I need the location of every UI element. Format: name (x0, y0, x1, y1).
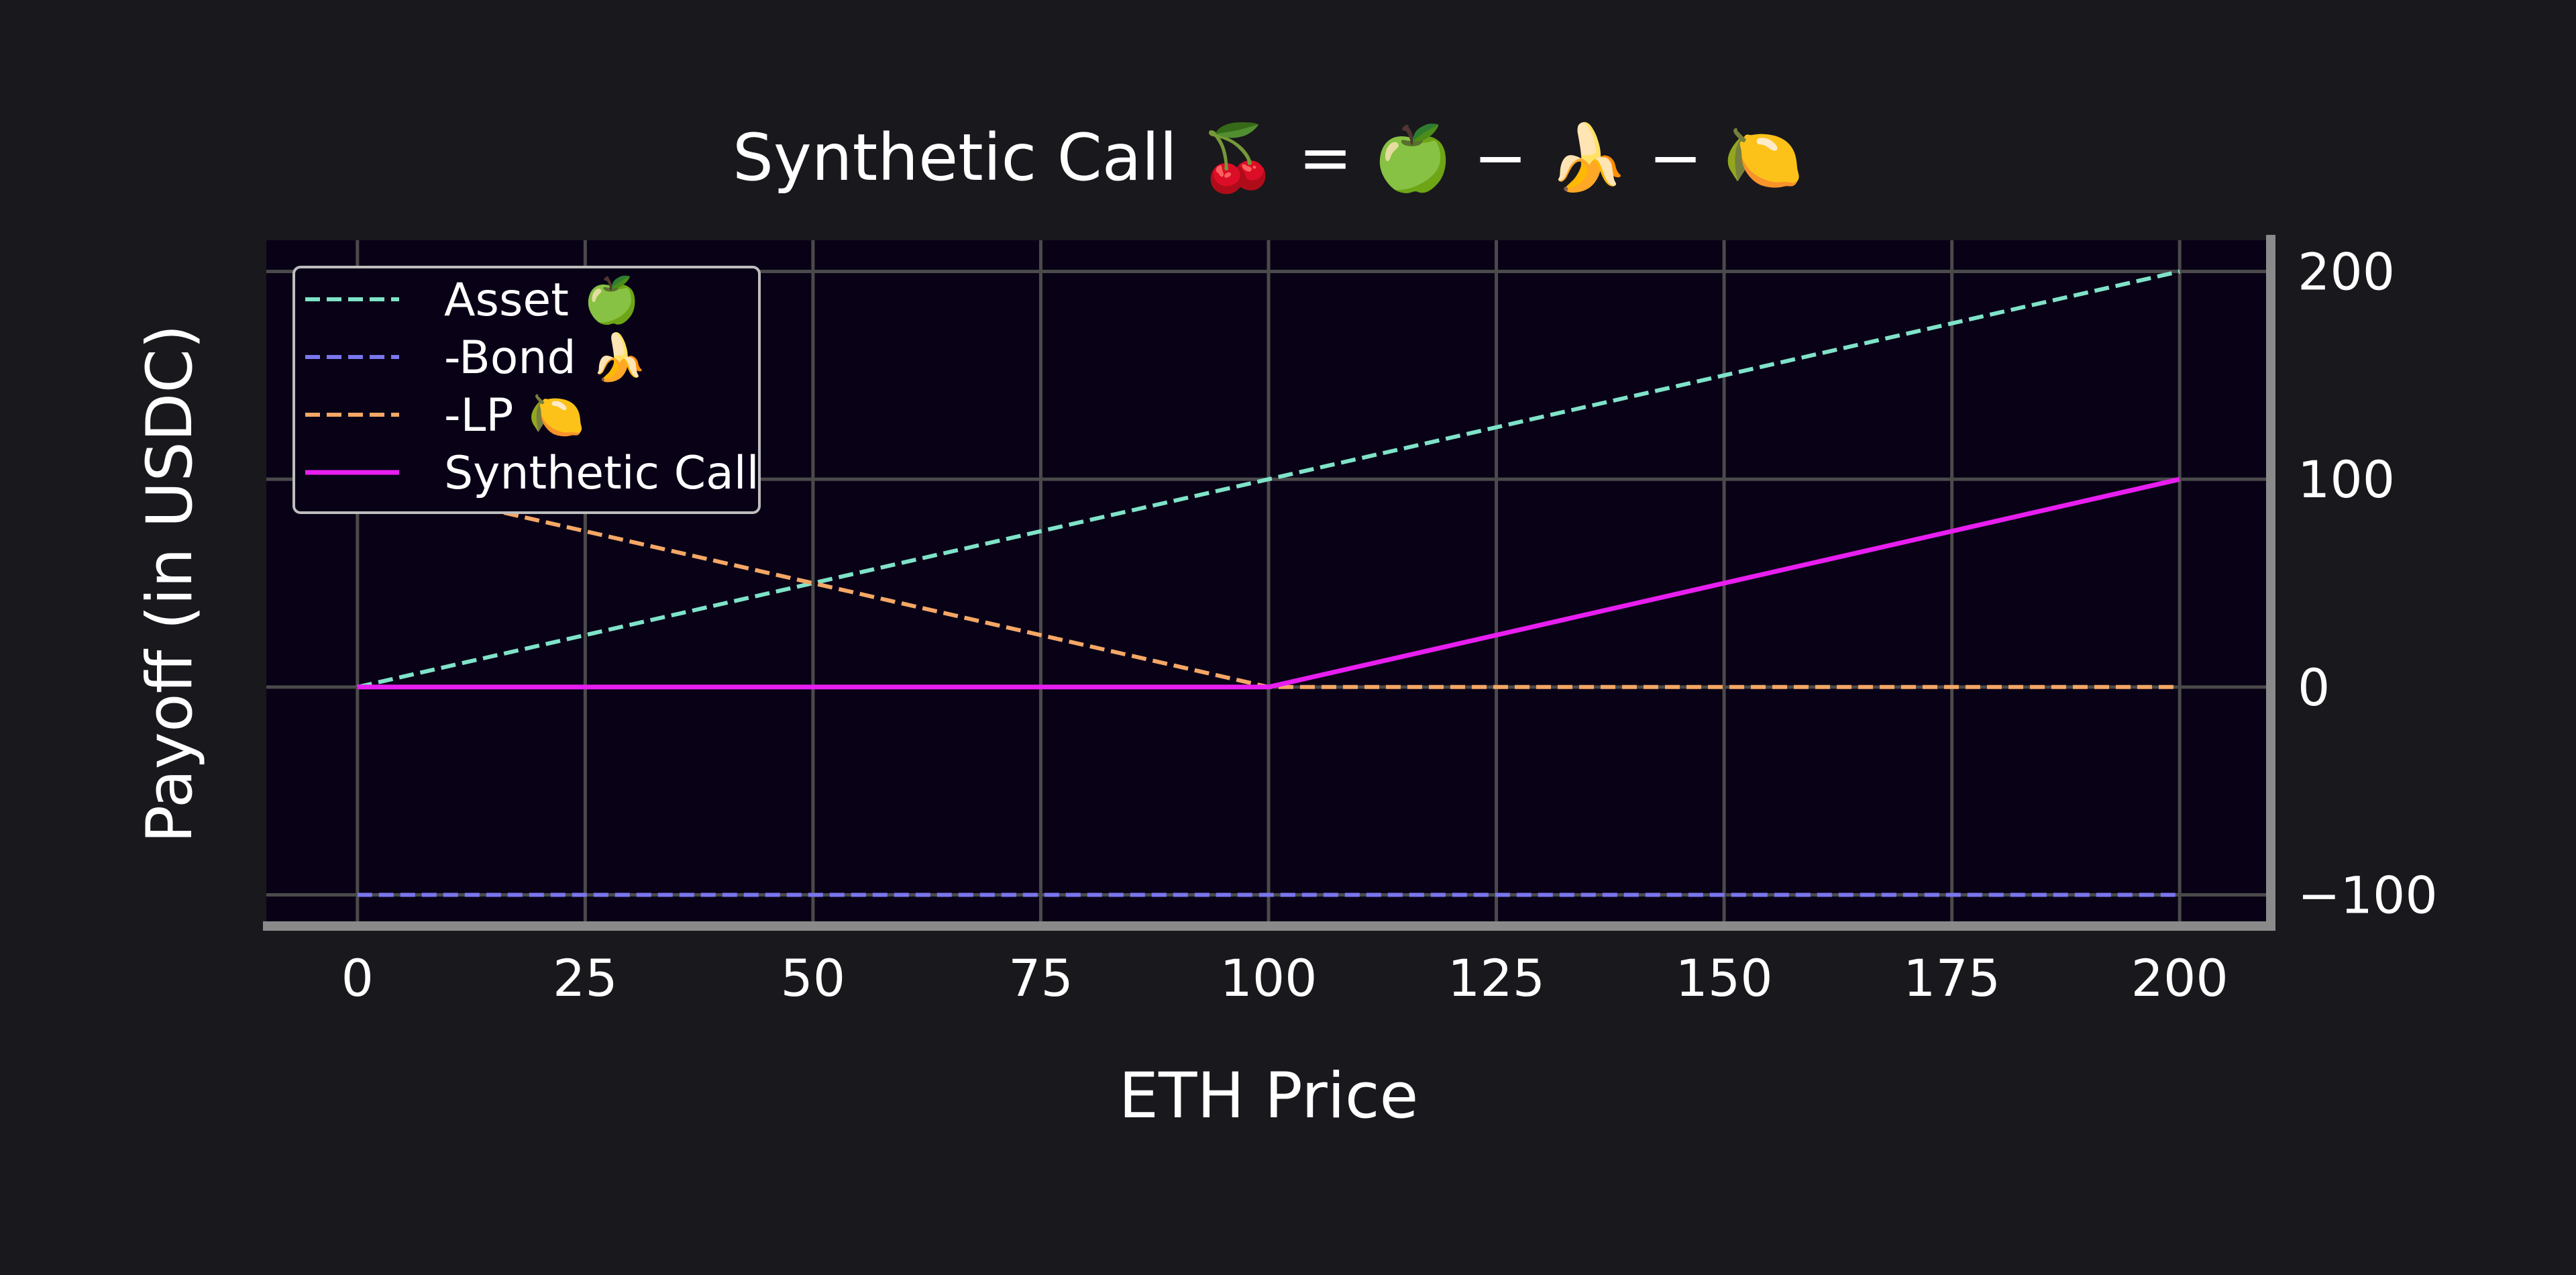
legend-label: Synthetic Call (444, 447, 759, 500)
y-tick-label: −100 (2298, 866, 2438, 925)
y-tick-label: 100 (2298, 450, 2395, 509)
series-group (357, 269, 2180, 897)
x-tick-label: 0 (341, 948, 374, 1008)
x-tick-label: 75 (1008, 948, 1073, 1008)
legend-label: -Bond 🍌 (444, 332, 647, 385)
legend-box (292, 266, 761, 514)
y-axis-label: Payoff (in USDC) (133, 324, 207, 843)
legend-label: Asset 🍏 (444, 274, 640, 327)
y-tick-label: 200 (2298, 242, 2395, 301)
y-tick-labels: −100 0 100 200 (2298, 242, 2438, 925)
chart-title: Synthetic Call 🍒 = 🍏 − 🍌 − 🍋 (733, 120, 1803, 196)
series-line-4 (357, 476, 2180, 690)
x-axis-label: ETH Price (1119, 1060, 1419, 1133)
x-tick-label: 125 (1448, 948, 1545, 1008)
series-line-1 (357, 269, 2180, 689)
x-tick-labels: 0 25 50 75 100 125 150 175 200 (341, 948, 2229, 1008)
x-tick-label: 50 (781, 948, 846, 1008)
legend: Asset 🍏-Bond 🍌-LP 🍋Synthetic Call (292, 266, 761, 514)
x-tick-label: 100 (1220, 948, 1317, 1008)
y-tick-label: 0 (2298, 658, 2330, 717)
legend-label: -LP 🍋 (444, 389, 585, 442)
x-tick-label: 200 (2131, 948, 2229, 1008)
x-tick-label: 150 (1676, 948, 1773, 1008)
x-tick-label: 175 (1903, 948, 2000, 1008)
x-tick-label: 25 (553, 948, 618, 1008)
